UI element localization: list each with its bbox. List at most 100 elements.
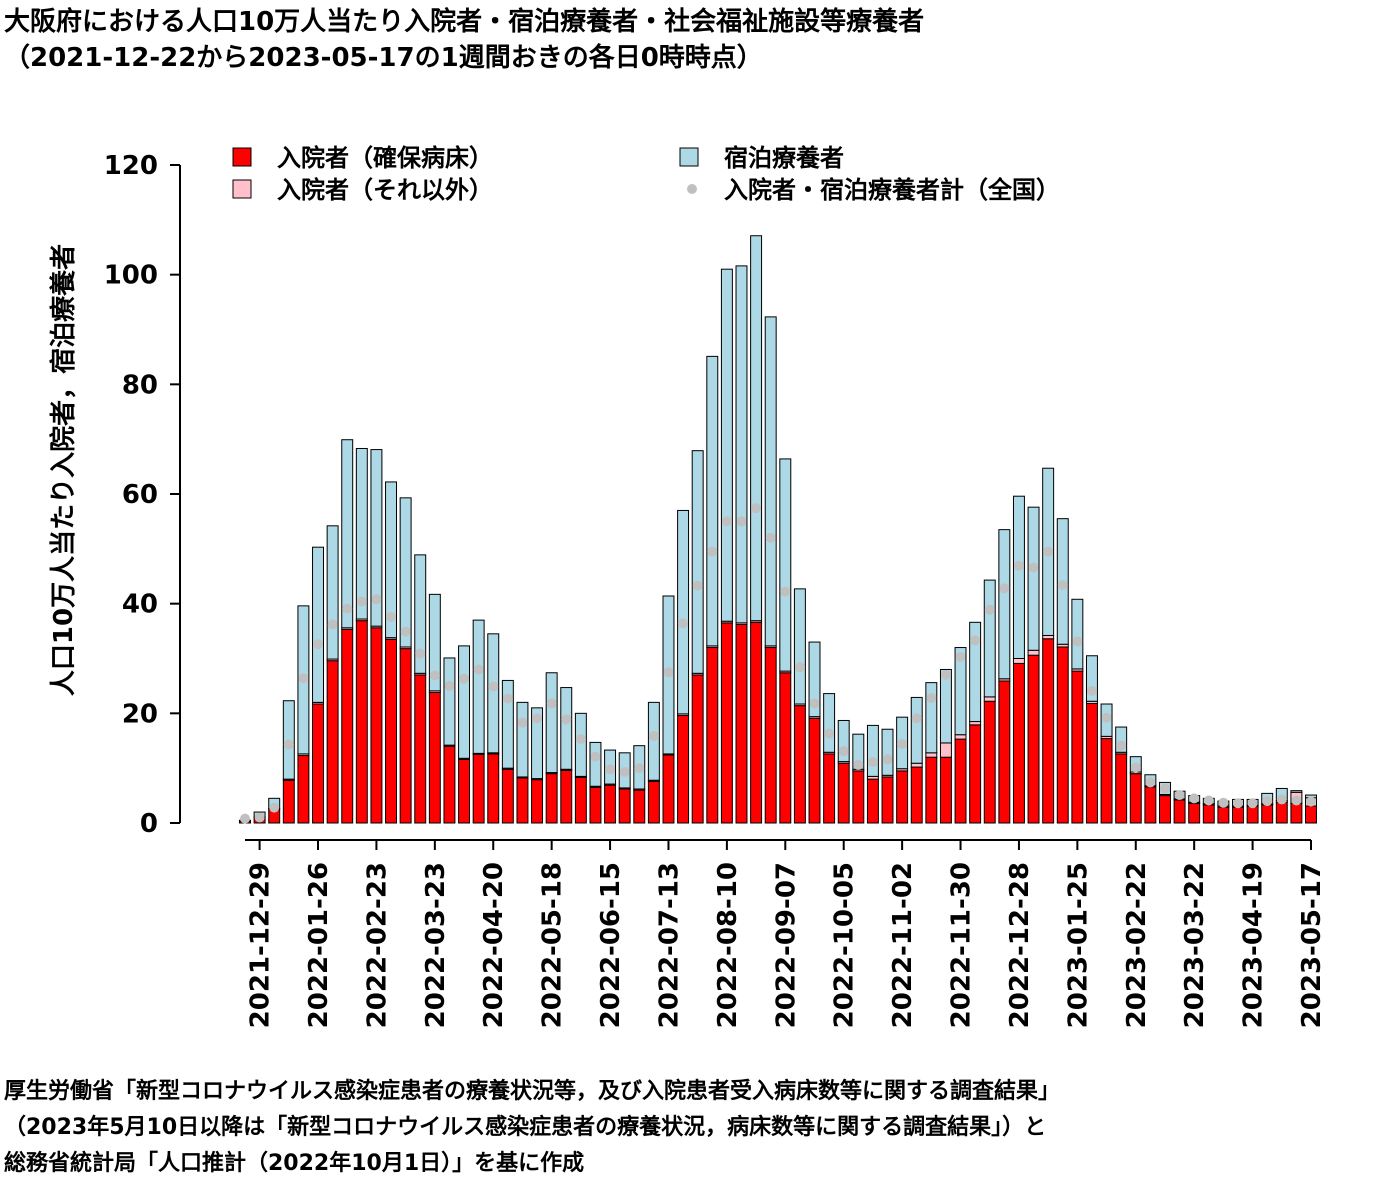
bar-segment	[516, 701, 529, 778]
bar-segment	[866, 778, 879, 824]
bar-segment	[750, 235, 763, 622]
bar-segment	[735, 624, 748, 824]
x-tick-label: 2022-09-07	[771, 862, 801, 1028]
point	[254, 812, 265, 823]
bar-segment	[808, 641, 821, 718]
point	[313, 639, 324, 650]
bar-segment	[443, 745, 456, 824]
point	[386, 611, 397, 622]
x-tick-label: 2023-01-25	[1063, 862, 1093, 1028]
x-tick-label: 2023-04-19	[1239, 862, 1269, 1028]
point	[619, 767, 630, 778]
point	[867, 757, 878, 768]
bar-segment	[326, 660, 339, 824]
point	[502, 693, 513, 704]
point	[838, 746, 849, 757]
x-tick-label: 2022-04-20	[479, 862, 509, 1028]
x-tick-label: 2022-10-05	[830, 862, 860, 1028]
point	[1262, 796, 1273, 807]
point	[897, 739, 908, 750]
footnote: 総務省統計局「人口推計（2022年10月1日）」を基に作成	[4, 1150, 584, 1176]
bar-segment	[779, 458, 792, 672]
legend-swatch	[232, 147, 252, 167]
point	[824, 728, 835, 739]
bar-segment	[1071, 598, 1084, 670]
bar-segment	[969, 724, 982, 824]
bar-segment	[764, 647, 777, 824]
bar-segment	[370, 627, 383, 824]
x-tick-label: 2021-12-29	[246, 862, 276, 1028]
bar-segment	[385, 481, 398, 639]
bar-segment	[706, 355, 719, 647]
bar-segment	[764, 316, 777, 647]
bar-segment	[414, 554, 427, 674]
point	[1013, 560, 1024, 571]
bar-segment	[312, 546, 324, 703]
bar-segment	[677, 715, 690, 824]
bar-segment	[501, 768, 514, 824]
bar-segment	[925, 752, 938, 758]
point	[1291, 795, 1302, 806]
x-tick-label: 2023-05-17	[1297, 862, 1327, 1028]
bar-segment	[1158, 795, 1171, 824]
y-tick-label: 0	[140, 809, 158, 839]
bar-segment	[1027, 649, 1040, 656]
x-tick-label: 2022-03-23	[421, 862, 451, 1028]
point	[853, 759, 864, 770]
bar-segment	[1085, 702, 1098, 824]
point	[707, 546, 718, 557]
bar-segment	[633, 789, 646, 824]
point	[605, 764, 616, 775]
legend-swatch	[679, 147, 699, 167]
bar-segment	[677, 509, 690, 715]
point	[473, 664, 484, 675]
bar-segment	[1115, 753, 1128, 824]
point	[1086, 685, 1097, 696]
chart-title: 大阪府における人口10万人当たり入院者・宿泊療養者・社会福祉施設等療養者	[4, 6, 924, 37]
x-tick-label: 2022-11-30	[947, 862, 977, 1028]
bar-segment	[808, 717, 821, 824]
y-tick-label: 120	[104, 151, 158, 181]
point	[926, 692, 937, 703]
point	[999, 583, 1010, 594]
point	[532, 713, 543, 724]
x-tick-label: 2023-02-22	[1122, 862, 1152, 1028]
bar-segment	[691, 674, 704, 824]
bar-segment	[355, 447, 368, 620]
bar-segment	[604, 784, 617, 824]
bar-segment	[983, 696, 996, 702]
bar-segment	[560, 769, 573, 824]
bar-segment	[881, 776, 894, 824]
bar-segment	[925, 756, 938, 824]
bar-segment	[1100, 738, 1113, 824]
bar-segment	[385, 638, 398, 824]
bar-segment	[282, 779, 295, 824]
bar-segment	[1246, 806, 1259, 824]
bar-segment	[428, 691, 441, 824]
bar-segment	[472, 753, 485, 824]
bar-segment	[939, 742, 952, 758]
bar-segment	[983, 700, 996, 824]
point	[400, 626, 411, 637]
bar-segment	[1027, 506, 1040, 651]
legend-marker	[687, 184, 697, 194]
x-tick-label: 2022-08-10	[713, 862, 743, 1028]
bar-segment	[954, 738, 967, 824]
point	[984, 604, 995, 615]
bar-segment	[355, 620, 368, 824]
bar-segment	[939, 756, 952, 824]
point	[765, 532, 776, 543]
x-tick-label: 2022-05-18	[538, 862, 568, 1028]
bar-segment	[545, 672, 558, 774]
bar-segment	[1085, 655, 1098, 702]
bar-segment	[428, 593, 441, 692]
bar-segment	[750, 621, 763, 824]
chart-subtitle: （2021-12-22から2023-05-17の1週間おきの各日0時時点）	[4, 42, 763, 73]
bar-segment	[823, 753, 836, 824]
bar-segment	[399, 648, 412, 824]
footnote: （2023年5月10日以降は「新型コロナウイルス感染症患者の療養状況，病床数等に…	[4, 1114, 1046, 1140]
bar-segment	[1012, 495, 1025, 659]
y-tick-label: 20	[122, 699, 158, 729]
legend-label: 宿泊療養者	[724, 144, 844, 172]
